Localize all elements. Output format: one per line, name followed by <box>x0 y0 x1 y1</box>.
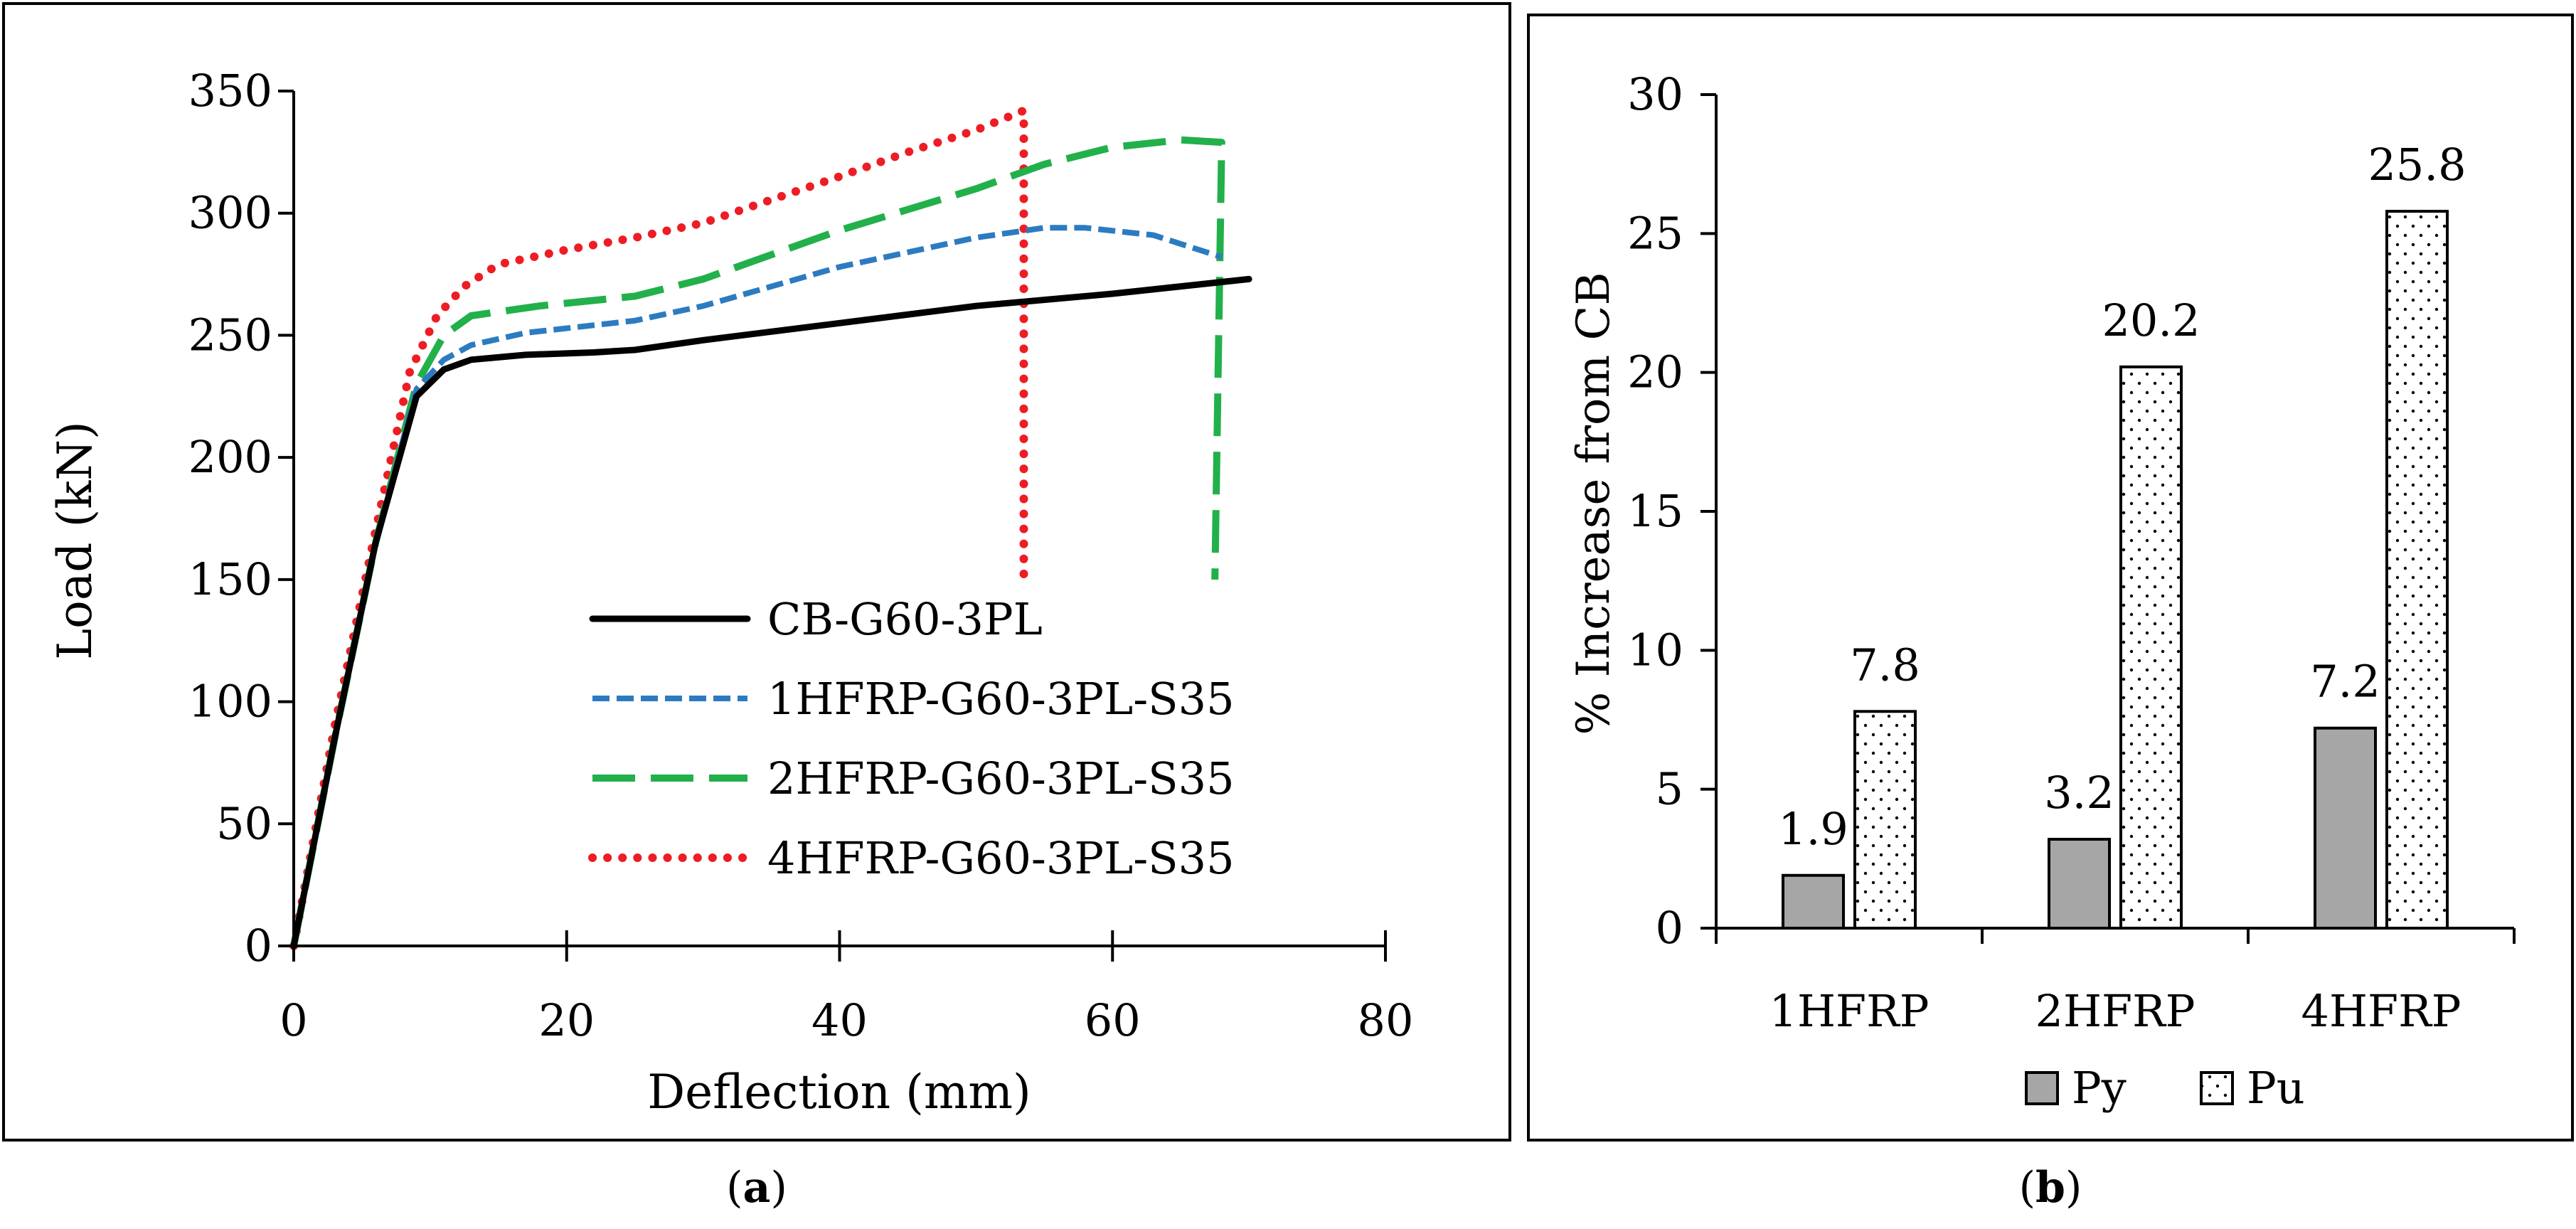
legend-label: Pu <box>2247 1062 2305 1114</box>
data-label: 20.2 <box>2102 294 2200 346</box>
bar-pu <box>2385 210 2449 930</box>
y-tick-label: 20 <box>1627 346 1683 398</box>
panel-b-y-axis-label: % Increase from CB <box>1568 272 1620 735</box>
y-tick-label: 250 <box>188 309 272 361</box>
bar-pu <box>1853 710 1917 930</box>
panel-a: 0 50 100 150 200 250 300 350 0 20 40 60 80 Deflectio… <box>2 2 1511 1142</box>
data-label: 1.9 <box>1778 803 1848 855</box>
panel-b: 1HFRP 2HFRP 4HFRP 0 5 10 15 20 25 30 1.9 7.8 3.2 20.… <box>1527 14 2574 1142</box>
data-label: 3.2 <box>2044 767 2114 819</box>
legend-label: 1HFRP-G60-3PL-S35 <box>767 673 1235 725</box>
bar-py <box>2048 837 2111 930</box>
panel-a-legend: CB-G60-3PL 1HFRP-G60-3PL-S35 2HFRP-G60-3PL… <box>588 593 1235 884</box>
panel-b-tick-labels: 1HFRP 2HFRP 4HFRP 0 5 10 15 20 25 30 <box>1627 68 2461 1037</box>
data-label: 7.8 <box>1850 639 1920 691</box>
legend-label: 2HFRP-G60-3PL-S35 <box>767 752 1235 804</box>
x-category-label: 1HFRP <box>1769 985 1930 1037</box>
y-tick-label: 0 <box>245 920 272 972</box>
x-category-label: 2HFRP <box>2035 985 2196 1037</box>
legend-swatch <box>2025 1071 2059 1105</box>
y-tick-label: 150 <box>188 553 272 605</box>
legend-label: CB-G60-3PL <box>767 593 1043 645</box>
legend-label: Py <box>2072 1062 2127 1114</box>
x-tick-label: 40 <box>811 994 868 1046</box>
caption-b: (b) <box>2019 1163 2082 1213</box>
y-tick-label: 5 <box>1656 763 1683 815</box>
series-line-2hfrp-g60-3pl-s35 <box>290 136 1225 947</box>
x-tick-label: 20 <box>538 994 595 1046</box>
y-tick-label: 300 <box>188 187 272 239</box>
panel-a-tick-labels: 0 50 100 150 200 250 300 350 0 20 40 60 80 <box>188 65 1414 1046</box>
legend-label: 4HFRP-G60-3PL-S35 <box>767 832 1235 884</box>
panel-b-axes <box>1701 93 2516 944</box>
panel-b-data-labels: 1.9 7.8 3.2 20.2 7.2 25.8 <box>1778 139 2466 855</box>
panel-a-frame <box>2 2 1511 1142</box>
y-tick-label: 100 <box>188 676 272 728</box>
x-tick-label: 0 <box>280 994 307 1046</box>
panel-a-x-axis-label: Deflection (mm) <box>647 1065 1031 1119</box>
panel-a-y-axis-label: Load (kN) <box>48 421 102 659</box>
y-tick-label: 200 <box>188 431 272 483</box>
y-tick-label: 30 <box>1627 68 1683 120</box>
data-label: 7.2 <box>2310 656 2380 708</box>
y-tick-label: 350 <box>188 65 272 117</box>
x-tick-label: 60 <box>1085 994 1141 1046</box>
bar-pu <box>2119 365 2183 930</box>
x-tick-label: 80 <box>1358 994 1414 1046</box>
bar-py <box>2314 726 2377 930</box>
series-line-cb-g60-3pl <box>290 275 1252 949</box>
y-tick-label: 15 <box>1627 485 1683 537</box>
y-tick-label: 50 <box>216 797 272 849</box>
y-tick-label: 25 <box>1627 207 1683 259</box>
panel-b-frame <box>1527 14 2574 1142</box>
data-label: 25.8 <box>2368 139 2466 191</box>
legend-swatch <box>2200 1071 2234 1105</box>
panel-b-legend: Py Pu <box>2025 1062 2305 1114</box>
y-tick-label: 0 <box>1656 902 1683 954</box>
panel-a-axes <box>278 90 1387 962</box>
panel-a-series <box>289 106 1252 950</box>
y-tick-label: 10 <box>1627 624 1683 676</box>
bar-py <box>1782 873 1845 930</box>
caption-a: (a) <box>726 1163 787 1213</box>
series-line-4hfrp-g60-3pl-s35 <box>289 106 1028 950</box>
x-category-label: 4HFRP <box>2301 985 2461 1037</box>
